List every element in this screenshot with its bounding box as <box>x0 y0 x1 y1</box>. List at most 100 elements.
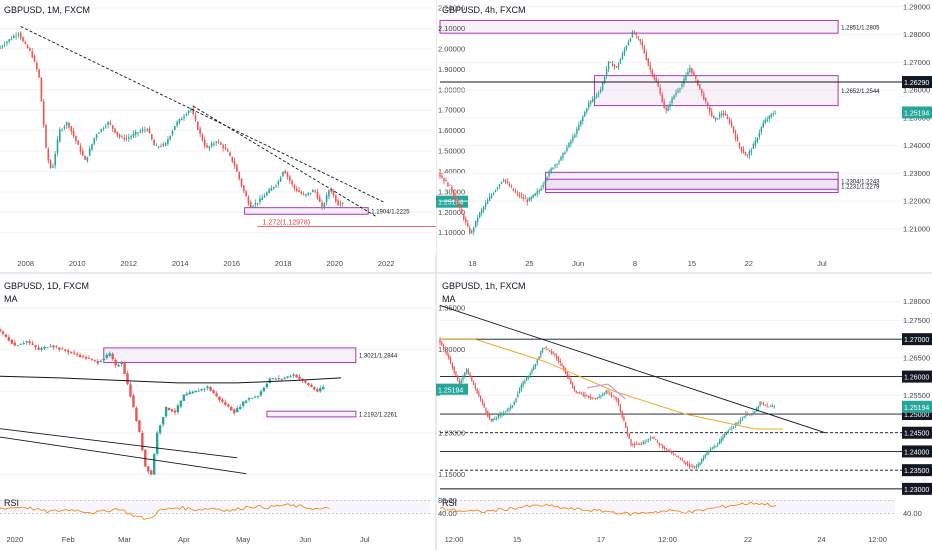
candle-body <box>718 114 721 118</box>
daily-grid <box>0 307 432 476</box>
candle-body <box>501 413 503 415</box>
candle-body <box>157 146 160 148</box>
candle-body <box>669 104 671 108</box>
trendline <box>20 26 384 203</box>
x-tick-label: 22 <box>744 535 752 544</box>
candle-body <box>322 386 325 390</box>
candle-body <box>199 128 201 134</box>
candle-body <box>277 181 280 184</box>
candle-body <box>98 132 100 134</box>
candle-body <box>10 38 13 40</box>
candle-body <box>151 134 153 140</box>
daily-zones: 1.3021/1.2844 1.2192/1.2261 <box>103 347 398 419</box>
candle-body <box>595 95 598 97</box>
candle-body <box>550 351 553 353</box>
candle-body <box>732 426 735 428</box>
candle-body <box>480 396 482 400</box>
candle-body <box>674 454 676 456</box>
candle-body <box>667 105 669 112</box>
candle-body <box>568 142 570 148</box>
candle-body <box>768 406 770 408</box>
candle-body <box>134 131 137 135</box>
candle-body <box>639 39 642 42</box>
candle-body <box>478 212 481 218</box>
candle-body <box>0 47 1 49</box>
price-zone <box>439 19 839 34</box>
x-tick-label: 2012 <box>120 259 137 268</box>
candle-body <box>224 147 227 149</box>
candle-body <box>522 197 525 199</box>
candle-body <box>3 44 6 46</box>
x-tick-label: 17 <box>597 535 605 544</box>
candle-body <box>488 196 491 201</box>
candle-body <box>592 98 594 102</box>
candle-body <box>107 122 109 125</box>
daily-chart-panel[interactable]: 1.3021/1.2844 1.2192/1.2261 GBPUSD, 1D, F… <box>0 281 468 544</box>
x-tick-label: 2010 <box>69 259 86 268</box>
price-badge <box>902 400 932 413</box>
candle-body <box>307 382 310 386</box>
candle-body <box>40 348 43 350</box>
candle-body <box>772 114 774 116</box>
candle-body <box>677 90 679 93</box>
candle-body <box>215 393 218 397</box>
candle-body <box>552 352 554 355</box>
monthly-plot-area <box>0 0 436 253</box>
candle-body <box>518 389 521 394</box>
candle-body <box>747 414 749 416</box>
candle-body <box>54 153 57 166</box>
candle-body <box>538 190 540 193</box>
candle-body <box>47 148 50 161</box>
candle-body <box>323 203 326 208</box>
h4-price-label: 1.25194 <box>904 110 929 117</box>
candle-body <box>580 120 582 126</box>
candle-body <box>70 126 73 132</box>
candle-body <box>564 152 566 155</box>
monthly-grid <box>0 7 432 234</box>
candle-body <box>313 387 316 390</box>
level-badge-label: 1.23000 <box>904 487 929 494</box>
candle-body <box>162 144 165 146</box>
candle-body <box>663 100 665 109</box>
candle-body <box>621 53 624 59</box>
candle-body <box>635 443 637 445</box>
candle-body <box>439 339 441 344</box>
candle-body <box>123 137 126 140</box>
monthly-chart-panel[interactable]: 1.1904/1.2225 1.272(1.12978) GBPUSD, 1M,… <box>0 0 468 268</box>
candle-body <box>231 156 234 162</box>
candle-body <box>744 152 747 156</box>
candle-body <box>483 403 485 408</box>
candle-body <box>709 107 711 113</box>
candle-body <box>300 191 303 194</box>
candle-body <box>247 398 251 400</box>
candle-body <box>586 108 588 113</box>
h1-horizontal-levels <box>440 338 902 490</box>
candle-body <box>574 135 576 138</box>
candle-body <box>63 126 66 128</box>
candle-body <box>760 127 763 133</box>
candle-body <box>252 205 254 207</box>
candle-body <box>341 202 344 204</box>
candle-body <box>84 155 86 160</box>
candle-body <box>448 354 450 359</box>
candle-body <box>678 456 680 458</box>
candle-body <box>10 339 14 344</box>
candle-body <box>116 131 119 136</box>
h4-chart-panel[interactable]: 1.2851/1.28051.2652/1.25441.2304/1.22431… <box>439 2 932 268</box>
candle-body <box>530 196 532 200</box>
candle-body <box>607 61 610 70</box>
candle-body <box>660 444 662 446</box>
h1-chart-panel[interactable]: GBPUSD, 1h, FXCM MA 40.00 RSI 1.280001.2… <box>439 281 932 544</box>
candle-body <box>221 399 224 402</box>
candle-body <box>590 100 592 104</box>
daily-overlays <box>0 375 342 475</box>
candle-body <box>601 82 604 90</box>
candle-body <box>129 384 132 397</box>
h1-title: GBPUSD, 1h, FXCM <box>442 281 526 291</box>
y-tick-label: 1.15000 <box>438 470 465 479</box>
x-tick-label: 24 <box>817 535 825 544</box>
candle-body <box>455 371 457 376</box>
candle-body <box>605 69 608 77</box>
candle-body <box>114 360 117 366</box>
candle-body <box>508 183 511 187</box>
